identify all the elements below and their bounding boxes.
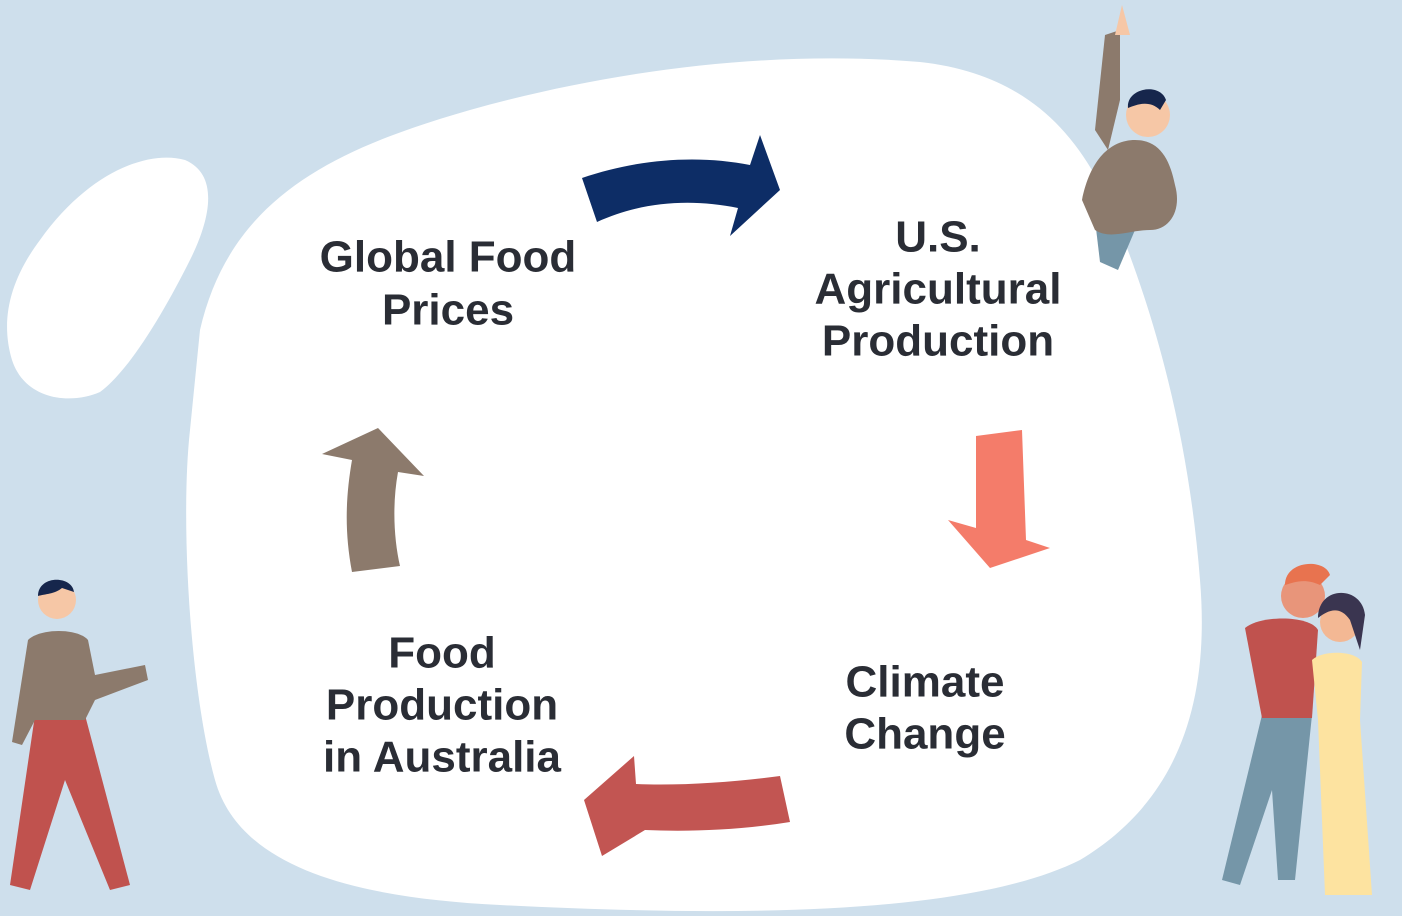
couple — [1222, 564, 1372, 895]
node-label: Production — [822, 317, 1054, 366]
node-label: Climate — [846, 658, 1005, 707]
node-label: Global Food — [320, 233, 577, 282]
node-label: in Australia — [323, 733, 562, 782]
node-label: Prices — [382, 286, 514, 335]
person-pointing — [1082, 5, 1177, 270]
node-label: Production — [326, 681, 558, 730]
node-label: U.S. — [895, 213, 981, 262]
small-blob — [7, 158, 208, 399]
node-label: Agricultural — [815, 265, 1062, 314]
cycle-diagram: Global FoodPricesU.S.AgriculturalProduct… — [0, 0, 1402, 916]
node-label: Change — [844, 710, 1005, 759]
person-walking — [10, 580, 148, 890]
node-label: Food — [388, 629, 496, 678]
page: Global FoodPricesU.S.AgriculturalProduct… — [0, 0, 1402, 916]
